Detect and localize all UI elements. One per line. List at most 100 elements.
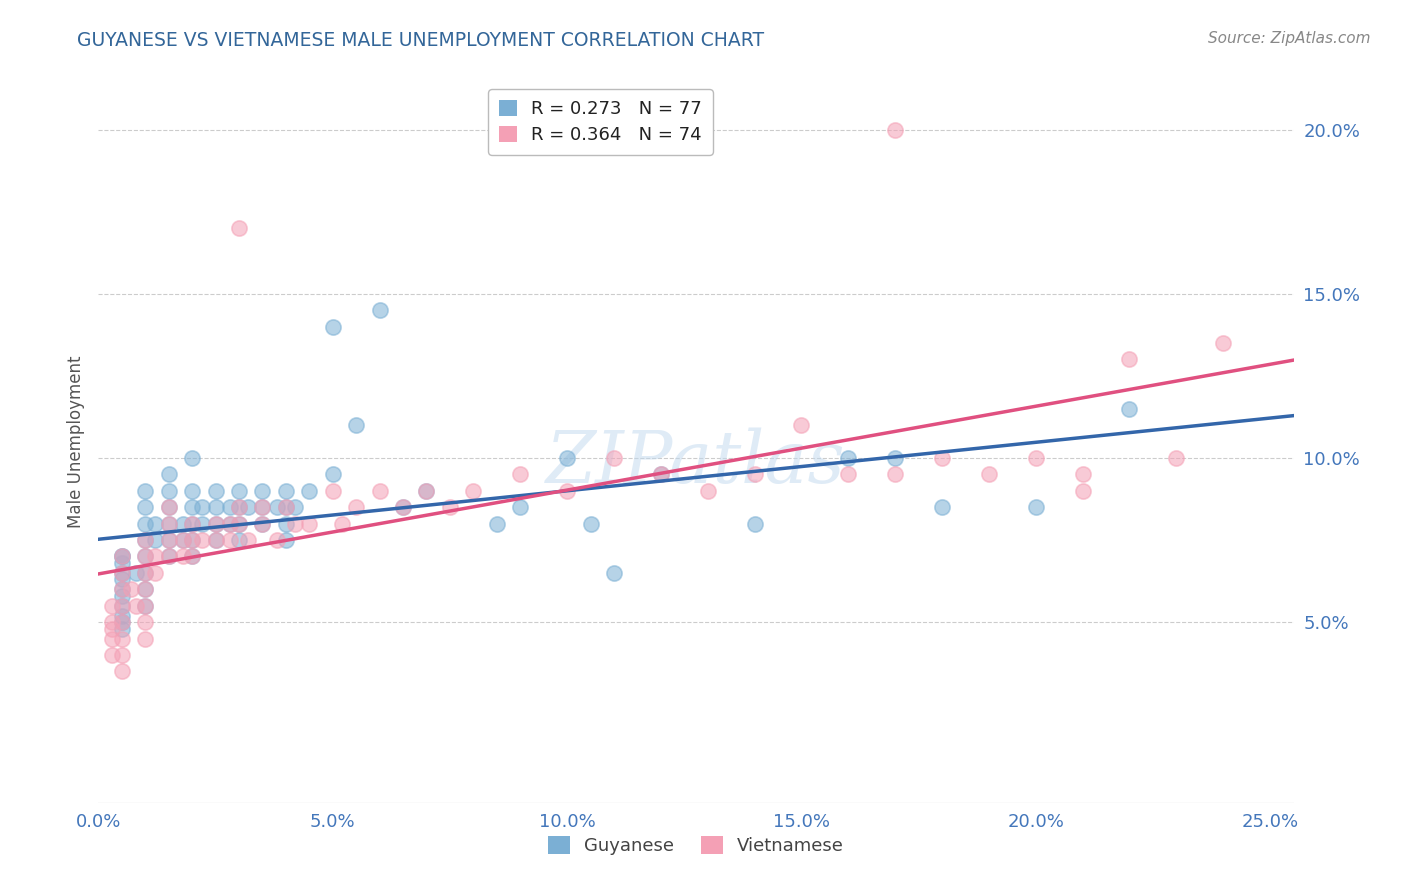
Point [252, 516, 274, 531]
Point [931, 500, 953, 515]
Point [111, 648, 134, 662]
Point [111, 582, 134, 597]
Point [204, 516, 226, 531]
Point [134, 533, 156, 547]
Point [344, 500, 367, 515]
Point [101, 632, 124, 646]
Point [509, 500, 531, 515]
Point [111, 622, 134, 636]
Point [101, 648, 124, 662]
Point [884, 467, 907, 482]
Point [157, 467, 180, 482]
Point [181, 450, 204, 465]
Point [696, 483, 718, 498]
Point [415, 483, 437, 498]
Text: ZIPatlas: ZIPatlas [546, 428, 846, 499]
Point [650, 467, 672, 482]
Point [252, 516, 274, 531]
Point [837, 467, 859, 482]
Point [157, 516, 180, 531]
Point [274, 483, 297, 498]
Point [884, 450, 907, 465]
Point [134, 632, 156, 646]
Point [330, 516, 353, 531]
Point [228, 516, 250, 531]
Point [603, 450, 626, 465]
Point [181, 483, 204, 498]
Point [204, 533, 226, 547]
Point [181, 516, 204, 531]
Y-axis label: Male Unemployment: Male Unemployment [66, 355, 84, 528]
Point [603, 566, 626, 580]
Point [190, 516, 212, 531]
Point [134, 599, 156, 613]
Point [284, 500, 307, 515]
Point [252, 500, 274, 515]
Point [134, 582, 156, 597]
Point [111, 566, 134, 580]
Point [134, 500, 156, 515]
Point [172, 549, 194, 564]
Point [190, 533, 212, 547]
Point [111, 599, 134, 613]
Point [111, 556, 134, 570]
Point [204, 516, 226, 531]
Point [284, 516, 307, 531]
Point [228, 483, 250, 498]
Point [368, 483, 391, 498]
Point [485, 516, 508, 531]
Point [463, 483, 485, 498]
Point [111, 566, 134, 580]
Point [392, 500, 415, 515]
Point [1212, 336, 1234, 351]
Point [579, 516, 602, 531]
Point [111, 573, 134, 587]
Point [931, 450, 953, 465]
Point [143, 533, 166, 547]
Point [322, 319, 344, 334]
Point [181, 533, 204, 547]
Point [101, 599, 124, 613]
Text: Source: ZipAtlas.com: Source: ZipAtlas.com [1208, 31, 1371, 46]
Point [1025, 450, 1047, 465]
Point [181, 549, 204, 564]
Point [157, 549, 180, 564]
Point [157, 500, 180, 515]
Point [125, 599, 148, 613]
Point [1071, 467, 1094, 482]
Point [157, 483, 180, 498]
Point [415, 483, 437, 498]
Point [218, 516, 240, 531]
Point [157, 533, 180, 547]
Point [134, 566, 156, 580]
Point [274, 516, 297, 531]
Point [111, 608, 134, 623]
Point [650, 467, 672, 482]
Point [1071, 483, 1094, 498]
Point [157, 549, 180, 564]
Point [111, 665, 134, 679]
Point [322, 483, 344, 498]
Point [190, 500, 212, 515]
Point [274, 500, 297, 515]
Point [111, 632, 134, 646]
Point [252, 500, 274, 515]
Point [157, 516, 180, 531]
Point [274, 533, 297, 547]
Point [1118, 352, 1140, 367]
Point [228, 500, 250, 515]
Point [509, 467, 531, 482]
Point [274, 500, 297, 515]
Point [134, 599, 156, 613]
Point [1118, 401, 1140, 416]
Point [218, 533, 240, 547]
Point [238, 500, 260, 515]
Point [1025, 500, 1047, 515]
Point [134, 549, 156, 564]
Point [134, 615, 156, 630]
Point [884, 122, 907, 136]
Point [790, 418, 813, 433]
Text: GUYANESE VS VIETNAMESE MALE UNEMPLOYMENT CORRELATION CHART: GUYANESE VS VIETNAMESE MALE UNEMPLOYMENT… [77, 31, 765, 50]
Point [134, 533, 156, 547]
Point [101, 622, 124, 636]
